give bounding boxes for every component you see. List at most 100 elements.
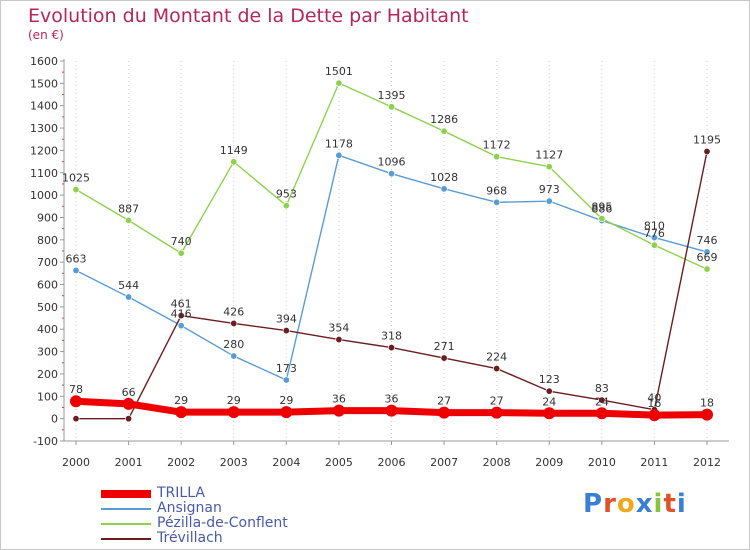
data-label: 318: [381, 330, 402, 343]
data-point: [335, 336, 343, 344]
x-tick-label: 2009: [535, 456, 563, 469]
logo-letter: o: [616, 489, 636, 519]
data-point: [387, 170, 395, 178]
data-label: 123: [539, 373, 560, 386]
data-label: 1501: [325, 65, 353, 78]
data-label: 354: [328, 322, 349, 335]
y-tick-label: 1100: [30, 167, 58, 180]
data-label: 36: [385, 393, 399, 406]
data-point: [280, 406, 293, 419]
x-tick-label: 2004: [272, 456, 300, 469]
data-point: [493, 153, 501, 161]
data-label: 1127: [535, 149, 563, 162]
y-tick-label: 900: [37, 211, 58, 224]
data-point: [282, 327, 290, 335]
data-point: [545, 387, 553, 395]
data-label: 66: [122, 386, 136, 399]
data-label: 271: [434, 340, 455, 353]
data-point: [177, 249, 185, 257]
data-label: 78: [69, 383, 83, 396]
logo-letter: x: [635, 489, 654, 519]
data-label: 968: [486, 184, 507, 197]
legend-swatch: [101, 538, 151, 540]
y-tick-label: 600: [37, 279, 58, 292]
data-labels: 78 66 29 29 29 36 36 27 27 24 24 16 18 663 544 416 280 17…: [62, 65, 721, 410]
legend-label: TRILLA: [157, 485, 205, 501]
data-label: 1028: [430, 171, 458, 184]
y-tick-label: 1500: [30, 77, 58, 90]
chart-subtitle: (en €): [28, 28, 64, 42]
x-tick-label: 2005: [325, 456, 353, 469]
logo-letter: P: [583, 489, 604, 519]
data-label: 746: [697, 234, 718, 247]
data-label: 29: [227, 394, 241, 407]
y-tick-label: 1400: [30, 100, 58, 113]
y-tick-label: 300: [37, 346, 58, 359]
data-label: 224: [486, 351, 507, 364]
data-point: [385, 404, 398, 417]
legend-swatch: [101, 523, 151, 525]
data-point: [387, 103, 395, 111]
y-tick-label: 100: [37, 390, 58, 403]
x-tick-label: 2012: [693, 456, 721, 469]
data-label: 24: [595, 395, 609, 408]
data-label: 810: [644, 220, 665, 233]
data-label: 27: [490, 395, 504, 408]
data-point: [543, 407, 556, 420]
data-point: [72, 186, 80, 194]
data-label: 416: [171, 308, 192, 321]
data-point: [125, 293, 133, 301]
data-point: [701, 408, 713, 421]
data-point: [282, 202, 290, 210]
logo-letter: i: [653, 489, 664, 519]
x-tick-label: 2007: [430, 456, 458, 469]
data-point: [440, 185, 448, 193]
data-label: 544: [118, 279, 139, 292]
data-label: 1149: [220, 144, 248, 157]
data-label: 669: [697, 251, 718, 264]
logo-letter: t: [663, 489, 677, 519]
data-label: 24: [542, 395, 556, 408]
data-label: 887: [118, 202, 139, 215]
data-point: [387, 344, 395, 352]
data-point: [230, 319, 238, 327]
data-label: 394: [276, 313, 297, 326]
x-tick-label: 2008: [483, 456, 511, 469]
data-point: [230, 352, 238, 360]
data-point: [598, 215, 606, 223]
y-tick-label: 200: [37, 368, 58, 381]
data-label: 1025: [62, 172, 90, 185]
data-point: [595, 407, 608, 420]
data-label: 16: [647, 397, 661, 410]
data-label: 18: [700, 397, 714, 410]
data-label: 40: [647, 392, 661, 405]
chart-title: Evolution du Montant de la Dette par Hab…: [28, 5, 469, 27]
data-label: 953: [276, 188, 297, 201]
y-tick-label: 500: [37, 301, 58, 314]
data-point: [650, 241, 658, 249]
data-label: 280: [223, 338, 244, 351]
y-tick-label: 1600: [30, 55, 58, 68]
y-tick-label: 400: [37, 323, 58, 336]
data-label: 426: [223, 305, 244, 318]
x-tick-label: 2001: [115, 456, 143, 469]
legend-label: Ansignan: [157, 500, 222, 516]
legend-label: Pézilla-de-Conflent: [157, 515, 288, 531]
data-point: [230, 158, 238, 166]
data-label: 895: [591, 201, 612, 214]
data-point: [598, 396, 606, 404]
data-point: [335, 79, 343, 87]
data-label: 27: [437, 395, 451, 408]
data-point: [72, 415, 80, 423]
grid: [75, 61, 708, 441]
data-label: 973: [539, 183, 560, 196]
data-label: 1195: [693, 134, 721, 147]
x-tick-label: 2000: [62, 456, 90, 469]
data-point: [177, 312, 185, 320]
legend-label: Trévillach: [157, 530, 223, 546]
data-point: [650, 234, 658, 242]
data-point: [703, 148, 711, 156]
data-point: [335, 151, 343, 159]
